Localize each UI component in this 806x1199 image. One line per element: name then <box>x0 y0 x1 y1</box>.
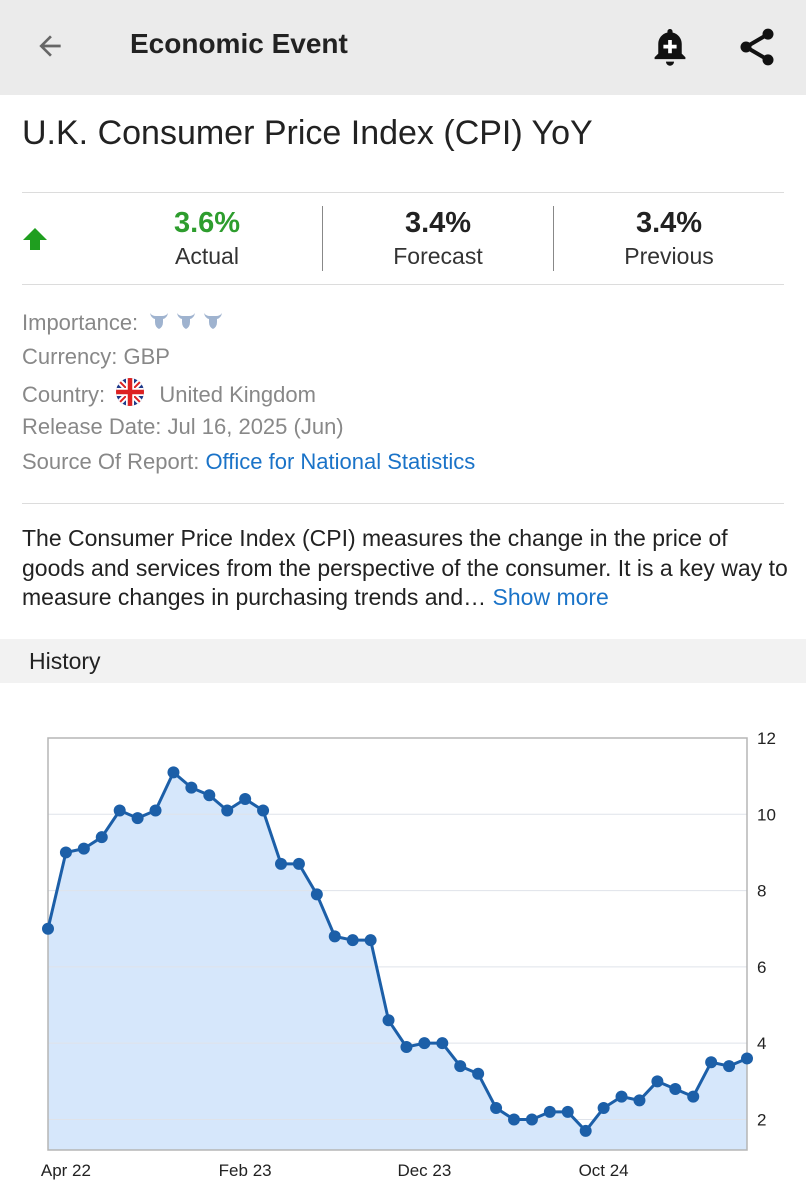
chart-data-point <box>651 1075 664 1088</box>
chart-data-point <box>346 934 359 947</box>
divider <box>22 192 784 193</box>
importance-row: Importance: <box>22 308 226 339</box>
y-tick-label: 8 <box>757 882 766 901</box>
source-label: Source Of Report: <box>22 449 200 474</box>
forecast-label: Forecast <box>393 243 483 269</box>
chart-data-point <box>257 804 270 817</box>
arrow-left-icon <box>39 35 61 57</box>
y-tick-label: 4 <box>757 1034 766 1053</box>
forecast-value: 3.4% <box>404 207 472 239</box>
app-bar: Economic Event <box>0 0 806 95</box>
actual-label: Actual <box>175 243 239 269</box>
previous-stat: 3.4% Previous <box>553 205 785 271</box>
y-tick-label: 2 <box>757 1110 766 1129</box>
chart-data-point <box>167 766 180 779</box>
chart-data-point <box>741 1052 753 1065</box>
history-label: History <box>29 648 101 674</box>
chart-data-point <box>221 804 234 817</box>
chart-data-point <box>400 1041 413 1053</box>
bull-icon <box>150 313 169 330</box>
bull-icon <box>204 313 223 330</box>
history-chart[interactable]: 2 4 6 8 10 12 Apr 22 Feb 23 Dec 23 Oct 24 <box>0 700 806 1190</box>
chart-data-point <box>723 1060 736 1073</box>
chart-frame <box>47 737 748 1151</box>
chart-data-point <box>77 842 90 855</box>
importance-label: Importance: <box>22 310 139 335</box>
chart-data-point <box>454 1060 467 1073</box>
chart-data-point <box>418 1037 431 1050</box>
chart-data-point <box>239 793 252 806</box>
chart-data-point <box>597 1102 610 1115</box>
x-tick-label: Feb 23 <box>219 1161 272 1180</box>
chart-data-point <box>382 1014 395 1027</box>
share-button[interactable] <box>732 22 782 72</box>
country-row: Country: United Kingdom <box>22 377 316 415</box>
source-link[interactable]: Office for National Statistics <box>205 449 476 474</box>
divider <box>22 284 784 285</box>
chart-data-point <box>615 1090 628 1103</box>
chart-data-point <box>310 888 323 901</box>
chart-area-fill <box>48 772 747 1150</box>
arrow-up-icon <box>23 228 47 250</box>
y-tick-label: 12 <box>757 729 776 748</box>
actual-stat: 3.6% Actual <box>91 205 323 271</box>
add-alert-button[interactable] <box>645 22 695 72</box>
chart-data-point <box>113 804 126 817</box>
chart-data-point <box>364 934 377 947</box>
y-tick-label: 10 <box>757 805 776 824</box>
forecast-stat: 3.4% Forecast <box>322 205 554 271</box>
app-bar-title: Economic Event <box>130 28 348 59</box>
back-button[interactable] <box>28 24 72 68</box>
x-tick-label: Oct 24 <box>579 1161 629 1180</box>
source-row: Source Of Report: Office for National St… <box>22 447 475 477</box>
previous-label: Previous <box>624 243 714 269</box>
chart-data-point <box>275 857 287 870</box>
chart-data-point <box>185 781 198 794</box>
description-text: The Consumer Price Index (CPI) measures … <box>22 525 788 610</box>
chart-data-point <box>705 1056 718 1069</box>
previous-value: 3.4% <box>635 207 703 239</box>
chart-data-point <box>525 1113 538 1126</box>
country-label: Country: <box>22 381 106 407</box>
chart-data-point <box>633 1094 646 1107</box>
release-date-row: Release Date: Jul 16, 2025 (Jun) <box>22 414 344 439</box>
history-section-header: History <box>0 639 806 683</box>
chart-data-point <box>328 930 341 943</box>
bell-plus-icon <box>654 29 686 66</box>
chart-data-point <box>490 1102 503 1115</box>
currency-row: Currency: GBP <box>22 344 170 369</box>
chart-data-point <box>42 922 54 935</box>
chart-data-point <box>131 812 144 825</box>
share-icon <box>740 28 774 66</box>
chart-data-point <box>292 857 305 870</box>
stat-divider <box>553 206 554 271</box>
chart-data-point <box>472 1067 485 1080</box>
chart-data-point <box>508 1113 520 1126</box>
event-title: U.K. Consumer Price Index (CPI) YoY <box>22 114 593 152</box>
chart-data-point <box>95 831 108 844</box>
divider <box>22 503 784 504</box>
chart-data-point <box>59 846 72 859</box>
uk-flag-icon <box>115 377 145 415</box>
x-tick-label: Dec 23 <box>397 1161 451 1180</box>
chart-data-point <box>203 789 216 802</box>
country-name: United Kingdom <box>159 381 316 407</box>
stat-divider <box>322 206 323 271</box>
chart-data-point <box>543 1105 556 1118</box>
chart-data-point <box>561 1105 574 1118</box>
bull-icon <box>177 313 196 330</box>
actual-value: 3.6% <box>173 207 241 239</box>
event-description: The Consumer Price Index (CPI) measures … <box>22 524 792 613</box>
importance-bulls <box>148 309 226 339</box>
chart-data-point <box>669 1082 682 1095</box>
chart-data-point <box>579 1124 592 1137</box>
chart-data-point <box>149 804 162 817</box>
show-more-link[interactable]: Show more <box>492 584 609 610</box>
chart-series-line <box>46 770 748 1133</box>
y-tick-label: 6 <box>757 958 766 977</box>
x-tick-label: Apr 22 <box>41 1161 91 1180</box>
chart-data-point <box>687 1090 700 1103</box>
chart-data-point <box>436 1037 449 1050</box>
